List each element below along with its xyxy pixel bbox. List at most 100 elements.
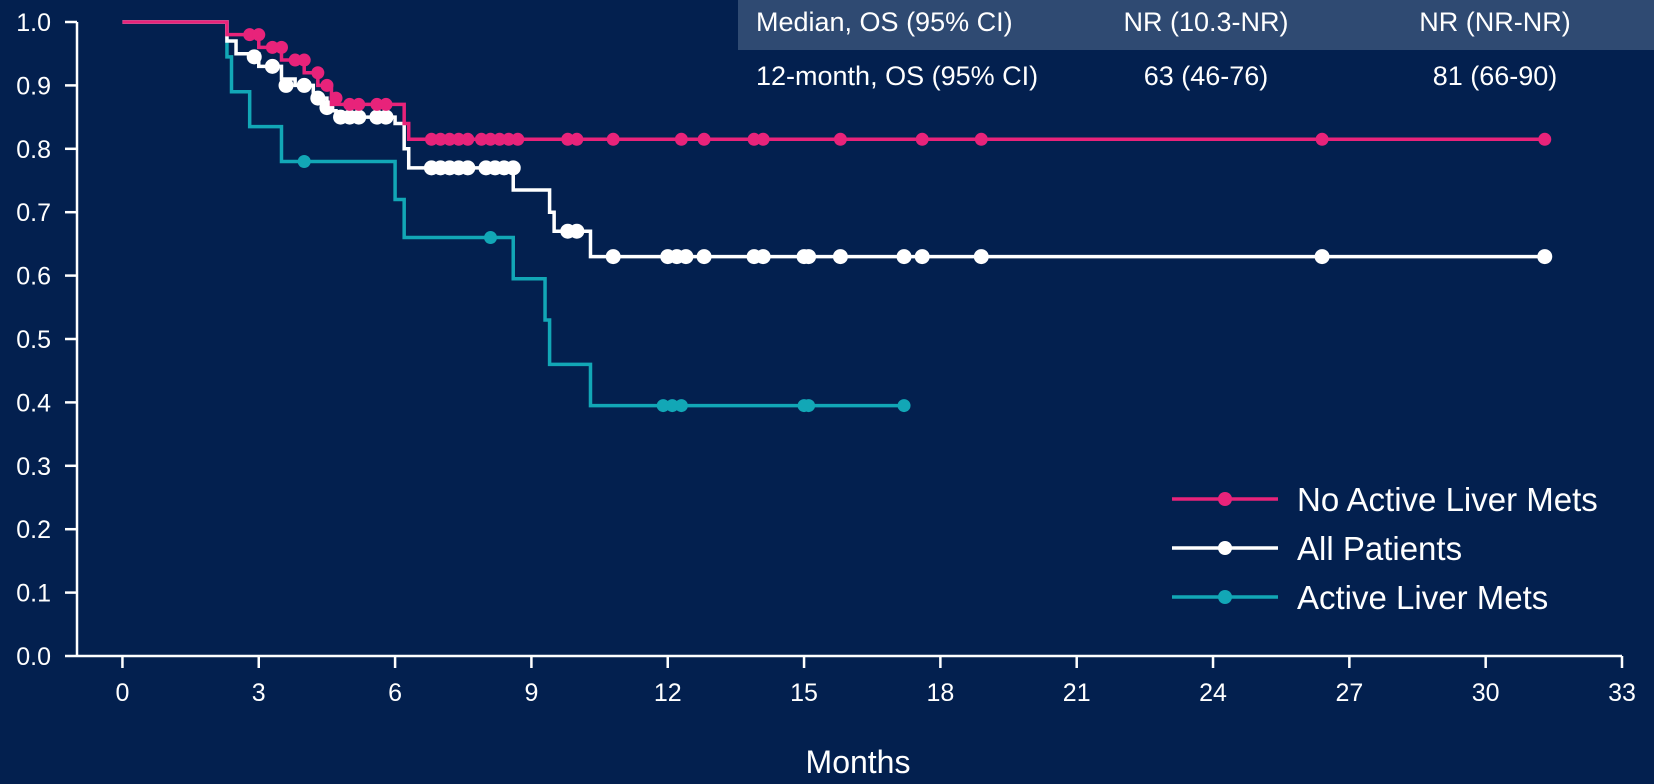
legend-marker: [1218, 541, 1232, 555]
curve-active-liver-mets: [122, 20, 905, 408]
censor-mark-no-active-liver-mets: [561, 132, 575, 146]
censor-mark-no-active-liver-mets: [511, 132, 525, 146]
x-tick-label: 12: [654, 679, 682, 707]
legend-label: No Active Liver Mets: [1297, 481, 1598, 518]
x-tick-label: 15: [790, 679, 818, 707]
censor-mark-no-active-liver-mets: [252, 28, 266, 42]
censor-mark-all-patients: [310, 90, 326, 106]
censor-mark-no-active-liver-mets: [311, 66, 325, 80]
censor-mark-all-patients: [246, 49, 262, 65]
row-label: Median, OS (95% CI): [756, 7, 1013, 37]
censor-mark-all-patients: [973, 249, 989, 265]
y-tick-label: 0.9: [16, 72, 51, 100]
y-tick-label: 0.4: [16, 389, 51, 417]
censor-mark-no-active-liver-mets: [274, 40, 288, 54]
x-tick-label: 3: [252, 679, 266, 707]
censor-mark-no-active-liver-mets: [1315, 132, 1329, 146]
censor-mark-no-active-liver-mets: [243, 28, 257, 42]
censor-mark-no-active-liver-mets: [288, 53, 302, 67]
cell-active: 63 (46-76): [1143, 60, 1269, 91]
censor-mark-all-patients: [896, 249, 912, 265]
censor-mark-no-active-liver-mets: [484, 132, 498, 146]
censor-mark-all-patients: [678, 249, 694, 265]
legend: No Active Liver Mets All Patients Active L…: [1172, 481, 1598, 616]
x-tick-label: 30: [1472, 679, 1500, 707]
censor-mark-no-active-liver-mets: [452, 132, 466, 146]
censor-mark-no-active-liver-mets: [747, 132, 761, 146]
censor-mark-all-patients: [801, 249, 817, 265]
cell-no-active: NR (NR-NR): [1419, 7, 1571, 37]
y-tick-label: 0.8: [16, 136, 51, 164]
censor-mark-no-active-liver-mets: [756, 132, 770, 146]
x-tick-label: 21: [1063, 679, 1091, 707]
censor-mark-no-active-liver-mets: [297, 53, 311, 67]
censor-mark-all-patients: [378, 109, 394, 125]
censor-mark-all-patients: [696, 249, 712, 265]
censor-mark-no-active-liver-mets: [493, 132, 507, 146]
censor-mark-no-active-liver-mets: [443, 132, 457, 146]
x-axis-title: Months: [806, 744, 911, 780]
censor-mark-no-active-liver-mets: [974, 132, 988, 146]
censor-mark-all-patients: [569, 223, 585, 239]
cell-active: NR (10.3-NR): [1123, 7, 1289, 37]
censor-mark-all-patients: [351, 109, 367, 125]
legend-marker: [1218, 492, 1232, 506]
survival-curves: [122, 20, 1553, 413]
censor-mark-active-liver-mets: [897, 399, 911, 413]
censor-mark-no-active-liver-mets: [379, 97, 393, 111]
censor-mark-no-active-liver-mets: [697, 132, 711, 146]
y-tick-label: 0.3: [16, 453, 51, 481]
censor-mark-active-liver-mets: [665, 399, 679, 413]
censor-mark-all-patients: [460, 160, 476, 176]
y-tick-label: 0.7: [16, 199, 51, 227]
legend-label: Active Liver Mets: [1297, 579, 1548, 616]
y-tick-label: 0.5: [16, 326, 51, 354]
censor-mark-all-patients: [264, 58, 280, 74]
legend-marker: [1218, 590, 1232, 604]
censor-mark-no-active-liver-mets: [474, 132, 488, 146]
censor-mark-no-active-liver-mets: [833, 132, 847, 146]
censor-mark-no-active-liver-mets: [461, 132, 475, 146]
censor-mark-all-patients: [914, 249, 930, 265]
y-tick-label: 0.0: [16, 643, 51, 671]
censor-mark-all-patients: [505, 160, 521, 176]
cell-no-active: 81 (66-90): [1432, 60, 1558, 91]
censor-mark-no-active-liver-mets: [674, 132, 688, 146]
y-tick-label: 1.0: [16, 9, 51, 37]
censor-mark-all-patients: [1537, 249, 1553, 265]
censor-mark-no-active-liver-mets: [606, 132, 620, 146]
x-tick-label: 27: [1335, 679, 1363, 707]
censor-mark-no-active-liver-mets: [329, 91, 343, 105]
y-tick-label: 0.2: [16, 516, 51, 544]
censor-mark-all-patients: [832, 249, 848, 265]
x-tick-label: 18: [926, 679, 954, 707]
x-tick-label: 0: [115, 679, 129, 707]
censor-mark-active-liver-mets: [656, 399, 670, 413]
table-row-12-month: 12-month, OS (95% CI) 63 (46-76) 81 (66-…: [738, 50, 1654, 102]
censor-mark-all-patients: [1314, 249, 1330, 265]
censor-mark-no-active-liver-mets: [343, 97, 357, 111]
y-tick-label: 0.1: [16, 580, 51, 608]
y-tick-label: 0.6: [16, 263, 51, 291]
censor-mark-no-active-liver-mets: [424, 132, 438, 146]
censor-mark-active-liver-mets: [802, 399, 816, 413]
x-tick-label: 24: [1199, 679, 1227, 707]
censor-mark-no-active-liver-mets: [1538, 132, 1552, 146]
censor-mark-no-active-liver-mets: [370, 97, 384, 111]
censor-mark-no-active-liver-mets: [570, 132, 584, 146]
censor-mark-no-active-liver-mets: [352, 97, 366, 111]
censor-mark-no-active-liver-mets: [502, 132, 516, 146]
censor-mark-active-liver-mets: [484, 231, 498, 245]
censor-mark-no-active-liver-mets: [915, 132, 929, 146]
censor-mark-all-patients: [296, 77, 312, 93]
censor-mark-all-patients: [605, 249, 621, 265]
censor-mark-active-liver-mets: [297, 154, 311, 168]
censor-mark-all-patients: [278, 77, 294, 93]
x-tick-label: 33: [1608, 679, 1636, 707]
censor-mark-no-active-liver-mets: [265, 40, 279, 54]
x-tick-label: 6: [388, 679, 402, 707]
censor-mark-no-active-liver-mets: [320, 78, 334, 92]
table-row-median: Median, OS (95% CI) NR (10.3-NR) NR (NR-…: [738, 0, 1654, 50]
